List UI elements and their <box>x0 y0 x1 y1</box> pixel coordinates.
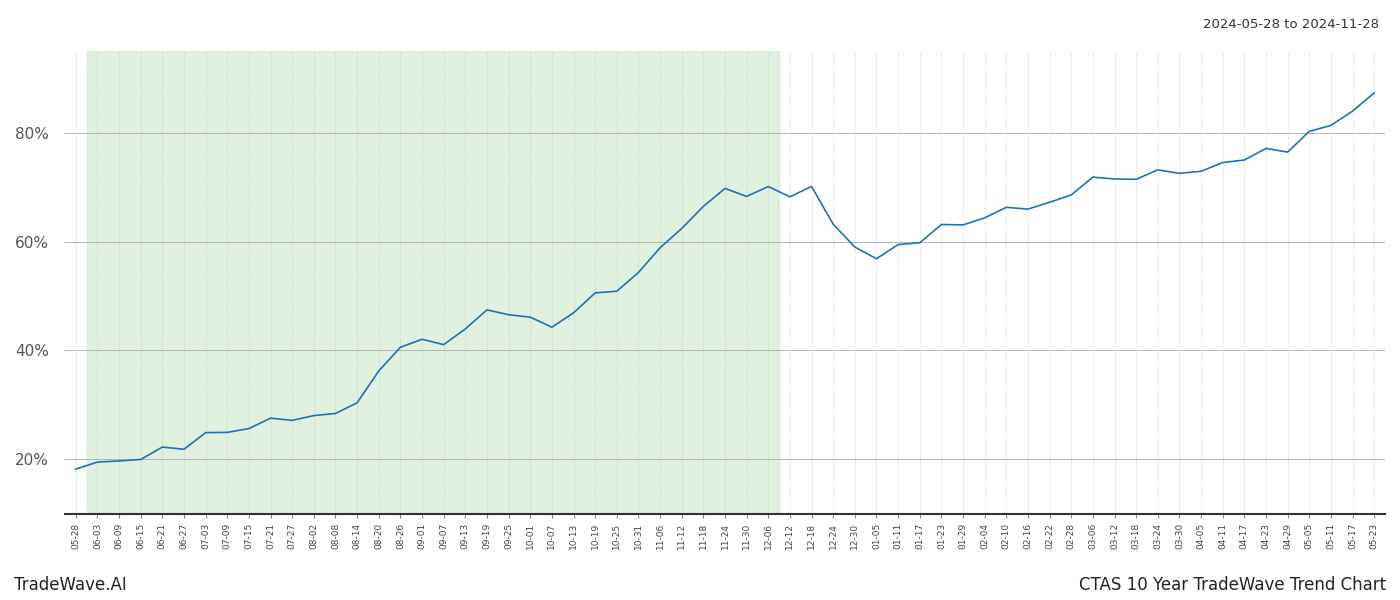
Text: 2024-05-28 to 2024-11-28: 2024-05-28 to 2024-11-28 <box>1203 18 1379 31</box>
Text: CTAS 10 Year TradeWave Trend Chart: CTAS 10 Year TradeWave Trend Chart <box>1079 576 1386 594</box>
Bar <box>87 51 778 514</box>
Text: TradeWave.AI: TradeWave.AI <box>14 576 127 594</box>
